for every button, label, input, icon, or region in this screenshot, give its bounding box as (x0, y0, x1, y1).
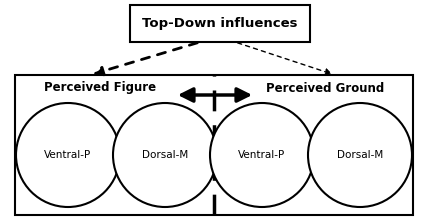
Text: Dorsal-M: Dorsal-M (337, 150, 383, 160)
Circle shape (210, 103, 314, 207)
Text: Ventral-P: Ventral-P (45, 150, 92, 160)
Text: Top-Down influences: Top-Down influences (142, 17, 298, 30)
Circle shape (16, 103, 120, 207)
Text: Perceived Figure: Perceived Figure (44, 81, 156, 95)
Text: Dorsal-M: Dorsal-M (142, 150, 188, 160)
Bar (15, 75, 413, 215)
Circle shape (113, 103, 217, 207)
Text: Perceived Ground: Perceived Ground (266, 81, 384, 95)
Circle shape (308, 103, 412, 207)
Bar (130, 5, 310, 42)
Text: Ventral-P: Ventral-P (238, 150, 285, 160)
